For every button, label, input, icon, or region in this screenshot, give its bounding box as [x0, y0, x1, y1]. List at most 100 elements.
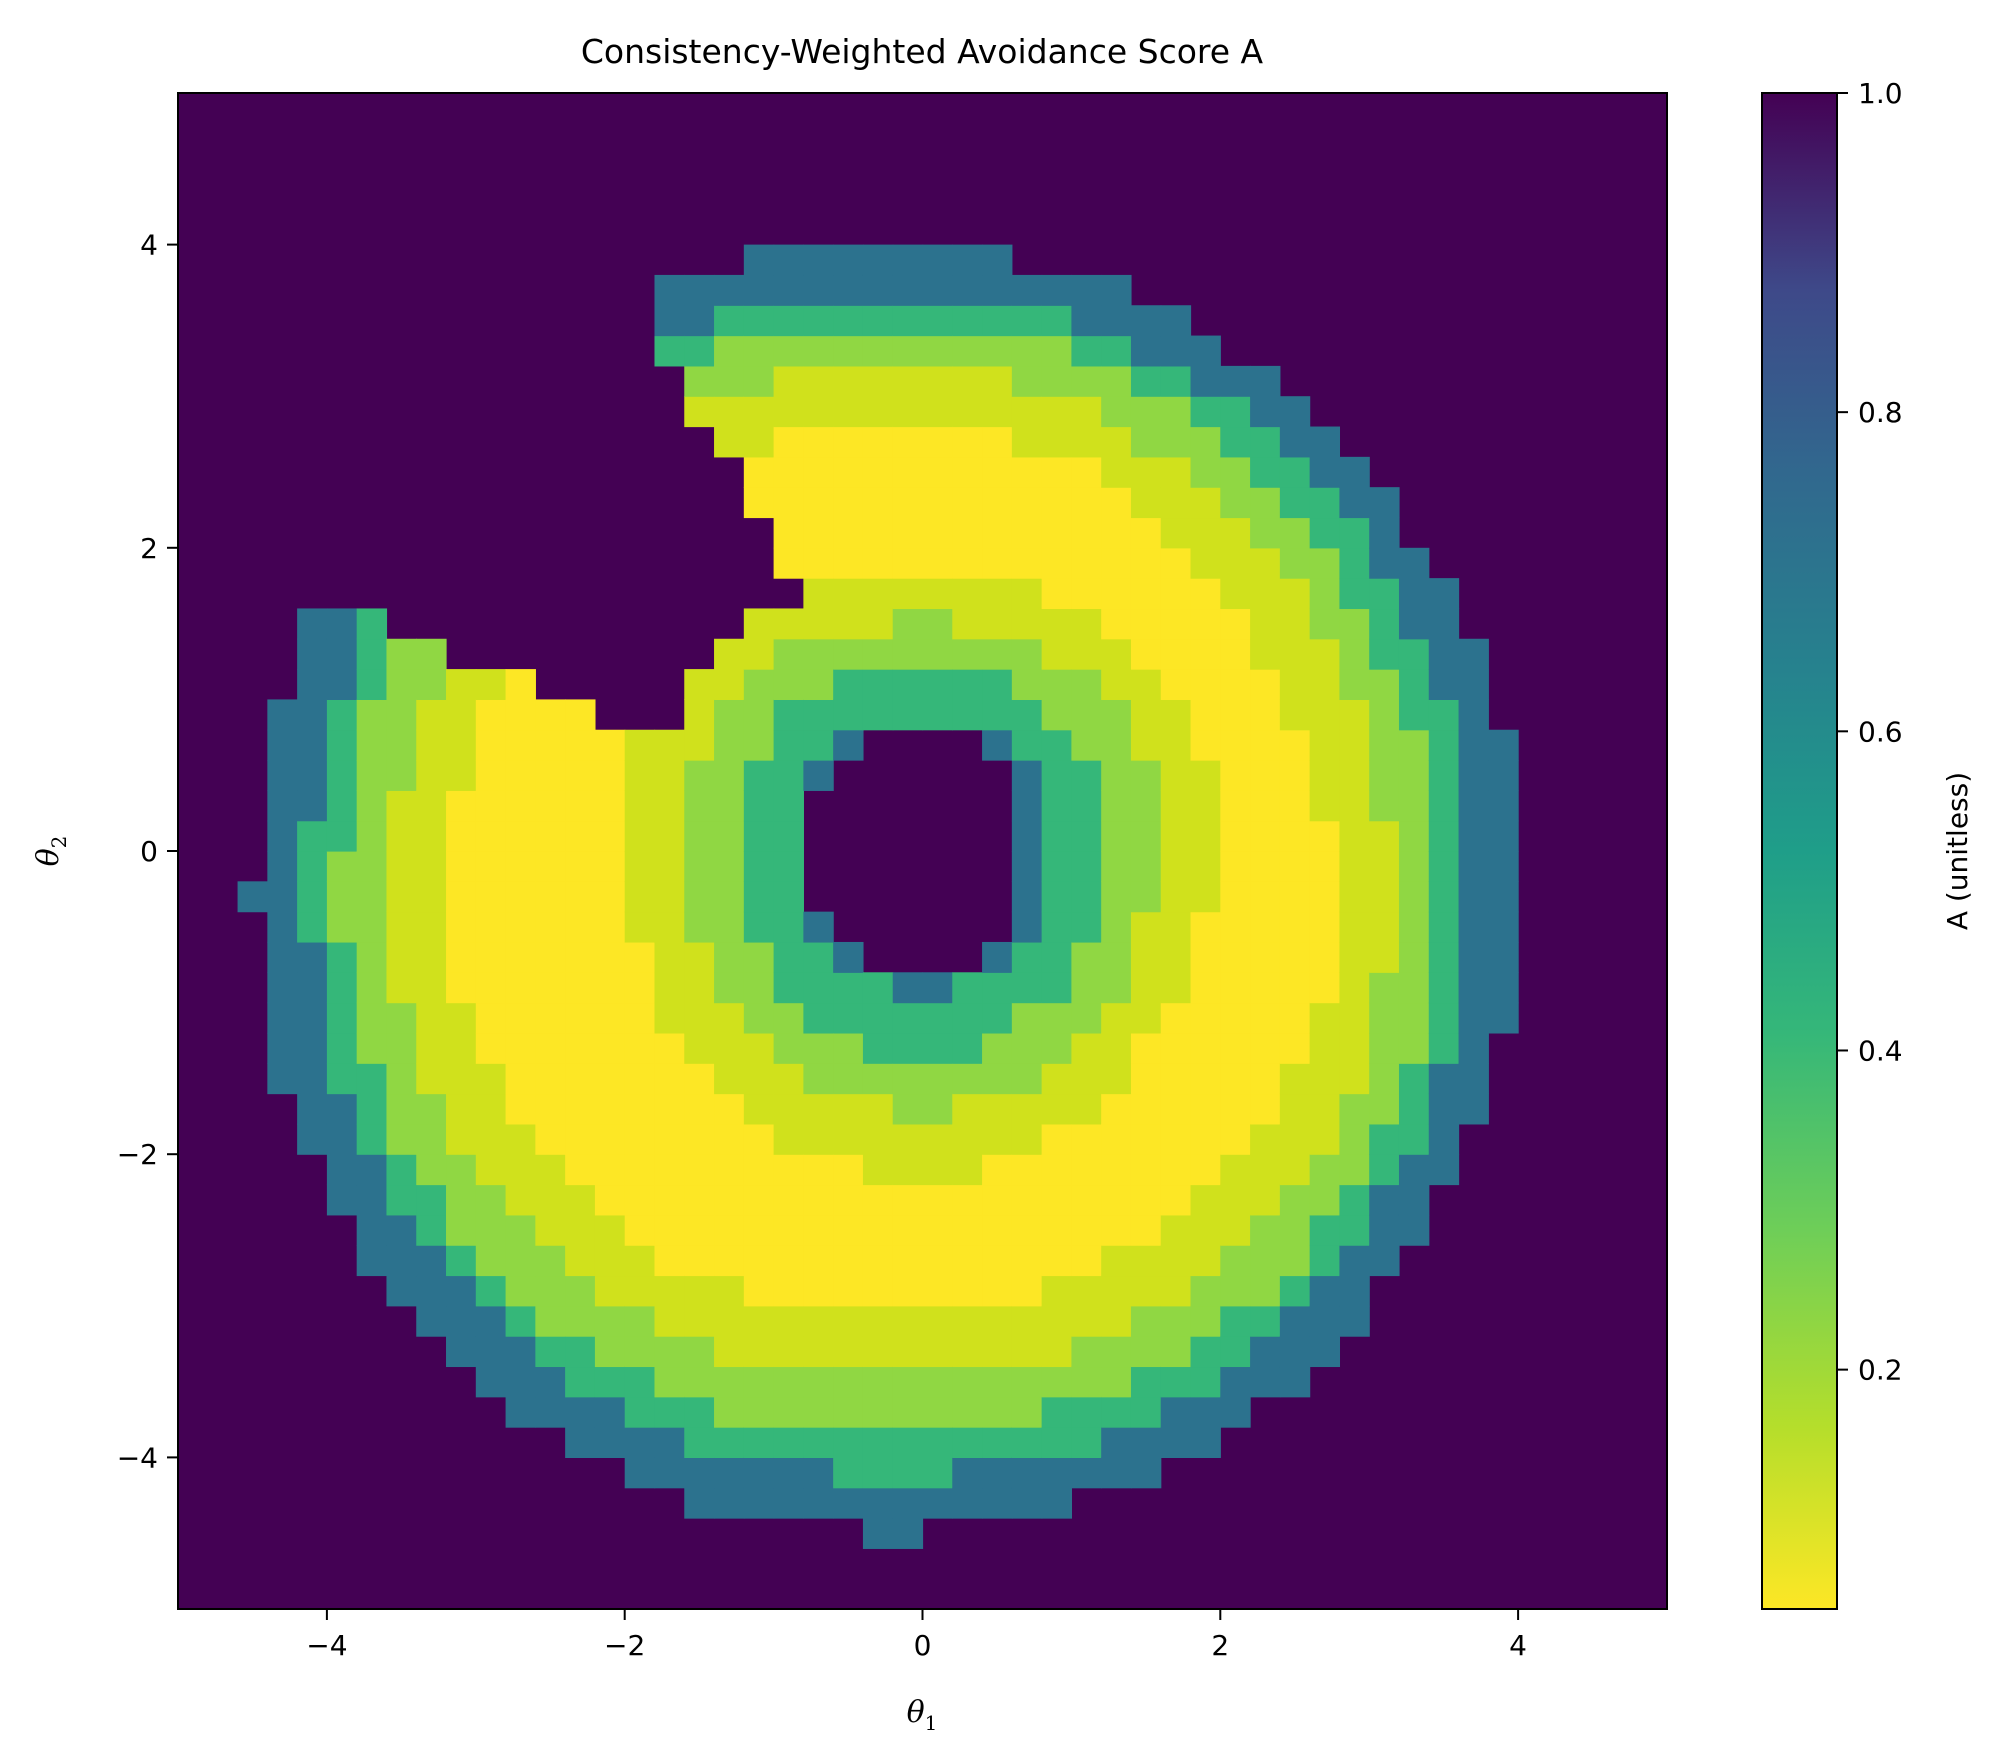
heatmap-cell — [475, 1184, 507, 1216]
heatmap-cell — [982, 1305, 1013, 1337]
heatmap-cell — [714, 1487, 745, 1519]
heatmap-cell — [624, 1336, 656, 1368]
heatmap-cell — [1250, 1214, 1281, 1246]
y-axis: −4 −2 0 2 4 — [117, 229, 178, 1474]
x-axis-label: θ1 — [907, 1695, 938, 1735]
heatmap-cell — [1250, 426, 1281, 458]
heatmap-cell — [1220, 608, 1251, 640]
heatmap-cell — [892, 669, 924, 700]
heatmap-cell — [1369, 669, 1400, 700]
heatmap-cell — [833, 487, 864, 519]
heatmap-cell — [714, 669, 745, 700]
heatmap-cell — [356, 608, 388, 640]
heatmap-cell — [1458, 972, 1489, 1004]
heatmap-cell — [326, 1093, 358, 1125]
heatmap-cell — [505, 1063, 536, 1095]
heatmap-cell — [624, 1032, 656, 1064]
heatmap-cell — [714, 335, 745, 367]
heatmap-cell — [297, 820, 328, 852]
heatmap-cell — [1071, 1275, 1102, 1307]
heatmap-cell — [565, 911, 596, 943]
heatmap-cell — [1309, 1154, 1341, 1186]
heatmap-cell — [1220, 1336, 1251, 1368]
heatmap-cell — [862, 1457, 894, 1489]
heatmap-cell — [654, 1032, 685, 1064]
heatmap-cell — [773, 487, 804, 519]
heatmap-cell — [714, 274, 745, 306]
heatmap-cell — [714, 365, 745, 397]
heatmap-cell — [565, 1305, 596, 1337]
heatmap-cell — [1160, 729, 1192, 761]
heatmap-cell — [773, 1154, 804, 1186]
heatmap-cell — [1011, 396, 1043, 428]
heatmap-cell — [714, 1032, 745, 1064]
heatmap-cell — [1250, 1275, 1281, 1307]
heatmap-cell — [1041, 820, 1072, 852]
heatmap-cell — [1160, 426, 1192, 458]
heatmap-cell — [386, 1154, 417, 1186]
heatmap-cell — [1071, 1366, 1102, 1398]
heatmap-cell — [743, 487, 775, 519]
heatmap-cell — [594, 790, 626, 822]
heatmap-cell — [654, 1184, 685, 1216]
heatmap-cell — [1190, 1032, 1221, 1064]
heatmap-cell — [1041, 669, 1072, 700]
heatmap-cell — [1250, 1123, 1281, 1155]
heatmap-cell — [1041, 881, 1072, 913]
heatmap-cell — [922, 456, 953, 488]
heatmap-cell — [416, 1305, 447, 1337]
heatmap-cell — [416, 1093, 447, 1125]
heatmap-cell — [535, 1184, 566, 1216]
heatmap-cell — [982, 1214, 1013, 1246]
heatmap-cell — [1011, 274, 1043, 306]
heatmap-cell — [803, 1123, 834, 1155]
heatmap-cell — [1488, 820, 1519, 852]
heatmap-cell — [1488, 881, 1519, 913]
heatmap-cell — [565, 1154, 596, 1186]
heatmap-cell — [565, 699, 596, 731]
heatmap-cell — [1428, 1123, 1460, 1155]
heatmap-cell — [833, 1275, 864, 1307]
heatmap-cell — [684, 335, 715, 367]
heatmap-cell — [1011, 487, 1043, 519]
heatmap-cell — [1309, 1063, 1341, 1095]
heatmap-cell — [446, 1275, 477, 1307]
heatmap-cell — [1041, 1214, 1072, 1246]
heatmap-cell — [684, 274, 715, 306]
heatmap-cell — [446, 1245, 477, 1277]
heatmap-cell — [416, 729, 447, 761]
heatmap-cell — [952, 1336, 983, 1368]
heatmap-cell — [714, 1305, 745, 1337]
heatmap-cell — [446, 1002, 477, 1034]
heatmap-cell — [1339, 820, 1370, 852]
heatmap-cell — [654, 851, 685, 882]
heatmap-cell — [1101, 305, 1132, 337]
heatmap-cell — [982, 396, 1013, 428]
heatmap-cell — [565, 760, 596, 791]
heatmap-cell — [833, 1366, 864, 1398]
heatmap-cell — [743, 1214, 775, 1246]
heatmap-cell — [386, 851, 417, 882]
heatmap-cell — [743, 305, 775, 337]
heatmap-cell — [505, 1184, 536, 1216]
heatmap-cell — [833, 396, 864, 428]
heatmap-cell — [1250, 608, 1281, 640]
heatmap-cell — [892, 1275, 924, 1307]
heatmap-cell — [773, 517, 804, 549]
heatmap-cell — [862, 1427, 894, 1458]
heatmap-cell — [1220, 729, 1251, 761]
heatmap-cell — [505, 1336, 536, 1368]
heatmap-cell — [1041, 1396, 1072, 1428]
heatmap-cell — [505, 760, 536, 791]
heatmap-cell — [982, 729, 1013, 761]
heatmap-cell — [475, 760, 507, 791]
heatmap-cell — [1130, 1427, 1162, 1458]
heatmap-cell — [1011, 1336, 1043, 1368]
heatmap-cell — [1011, 669, 1043, 700]
heatmap-cell — [1428, 1154, 1460, 1186]
heatmap-cell — [1071, 1245, 1102, 1277]
heatmap-cell — [773, 365, 804, 397]
heatmap-cell — [1101, 517, 1132, 549]
heatmap-cell — [326, 608, 358, 640]
